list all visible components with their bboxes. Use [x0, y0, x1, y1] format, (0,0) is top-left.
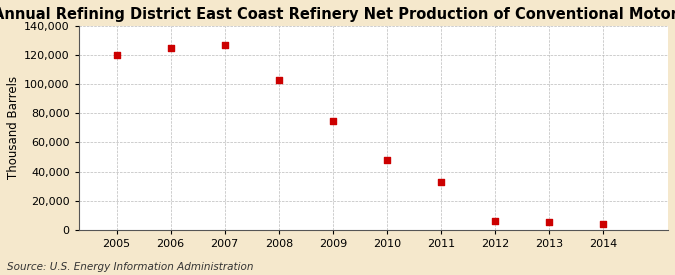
- Title: Annual Refining District East Coast Refinery Net Production of Conventional Moto: Annual Refining District East Coast Refi…: [0, 7, 675, 22]
- Point: [598, 222, 609, 226]
- Point: [219, 43, 230, 47]
- Point: [165, 46, 176, 50]
- Point: [544, 219, 555, 224]
- Point: [327, 118, 338, 123]
- Point: [489, 219, 500, 223]
- Point: [111, 53, 122, 57]
- Text: Source: U.S. Energy Information Administration: Source: U.S. Energy Information Administ…: [7, 262, 253, 272]
- Y-axis label: Thousand Barrels: Thousand Barrels: [7, 76, 20, 179]
- Point: [273, 78, 284, 82]
- Point: [381, 158, 392, 162]
- Point: [435, 180, 446, 184]
